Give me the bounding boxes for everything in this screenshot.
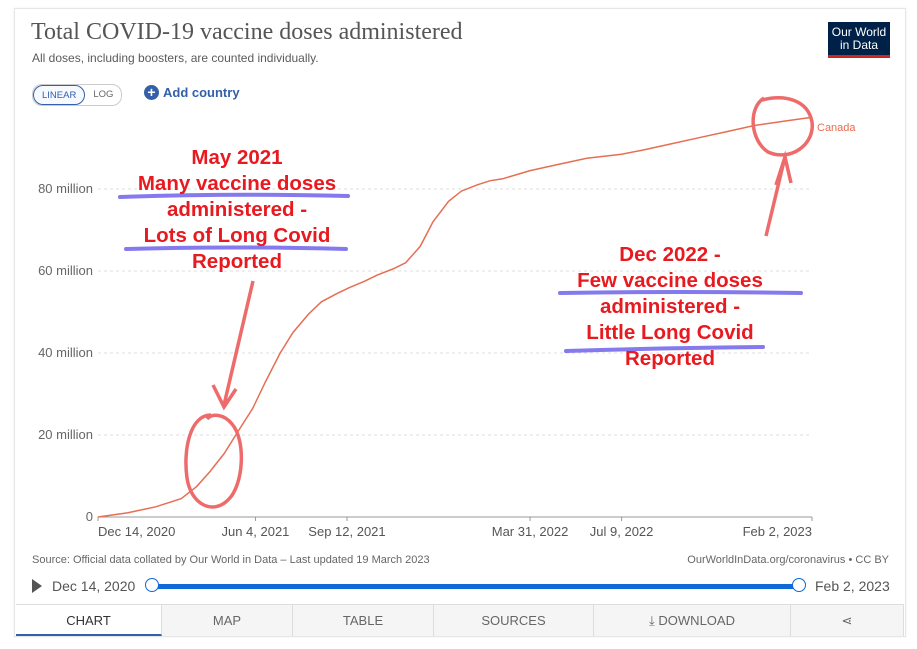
annotation-dec-2022: Dec 2022 - Few vaccine doses administered … [545,242,795,372]
annotation-line: Little Long Covid [586,321,754,344]
annotation-line: Dec 2022 - [619,243,721,266]
x-tick-label: Jul 9, 2022 [590,524,654,539]
logo-line-1: Our World [831,25,887,39]
source-note: Source: Official data collated by Our Wo… [32,554,430,566]
chart-frame [14,8,906,637]
y-tick-label: 0 [86,509,93,524]
log-scale-button[interactable]: LOG [93,89,114,100]
y-tick-label: 40 million [38,345,93,360]
annotation-line: Few vaccine doses [577,269,763,292]
timeline-end-label: Feb 2, 2023 [815,578,890,594]
x-tick-label: Feb 2, 2023 [743,524,812,539]
chart-title: Total COVID-19 vaccine doses administere… [31,19,463,45]
x-axis-ticks: Dec 14, 2020 Jun 4, 2021 Sep 12, 2021 Mar 3… [97,517,813,539]
annotation-line: administered - [599,295,741,318]
x-tick-label: Sep 12, 2021 [308,524,385,539]
annotation-line: Reported [192,250,282,273]
timeline: Dec 14, 2020 Feb 2, 2023 [32,576,892,598]
plus-icon: + [144,85,159,100]
tab-bar: CHART MAP TABLE SOURCES ⤓ DOWNLOAD ⋖ [16,604,904,636]
share-icon: ⋖ [841,613,853,628]
y-axis-ticks: 0 20 million 40 million 60 million 80 millio… [38,181,93,524]
annotation-may-2021: May 2021 Many vaccine doses administered -… [112,145,362,275]
share-button[interactable]: ⋖ [791,605,904,636]
tab-download[interactable]: ⤓ DOWNLOAD [594,605,791,636]
arrow-left [211,280,255,411]
x-tick-label: Jun 4, 2021 [221,524,289,539]
x-tick-label: Dec 14, 2020 [98,524,175,539]
circle-left [184,413,243,509]
tab-map[interactable]: MAP [162,605,293,636]
circle-right [751,96,814,157]
owid-logo[interactable]: Our World in Data [828,22,890,58]
scale-toggle: LINEAR LOG [32,84,123,106]
annotation-line: administered - [166,198,308,221]
underline-right-2 [564,345,765,353]
tab-chart[interactable]: CHART [16,605,162,636]
add-country-button[interactable]: + Add country [144,85,240,100]
tab-table[interactable]: TABLE [293,605,434,636]
timeline-end-handle[interactable] [792,578,806,592]
annotation-line: Lots of Long Covid [143,224,331,247]
y-tick-label: 80 million [38,181,93,196]
download-icon: ⤓ [649,613,655,628]
timeline-start-handle[interactable] [145,578,159,592]
license-link[interactable]: OurWorldInData.org/coronavirus • CC BY [687,554,889,566]
annotation-line: Many vaccine doses [137,172,337,195]
underline-left-2 [124,245,348,251]
add-country-label: Add country [163,85,240,100]
timeline-start-label: Dec 14, 2020 [52,578,136,594]
annotation-line: Reported [625,347,715,370]
linear-scale-button[interactable]: LINEAR [33,85,86,105]
arrow-right [764,150,793,237]
underline-right-1 [558,290,803,295]
chart-subtitle: All doses, including boosters, are count… [32,51,319,65]
y-tick-label: 20 million [38,427,93,442]
series-line-canada [97,116,813,518]
tab-download-label: DOWNLOAD [658,613,735,628]
y-tick-label: 60 million [38,263,93,278]
logo-line-2: in Data [839,38,879,52]
annotation-line: May 2021 [191,146,283,169]
timeline-track[interactable] [152,584,799,589]
x-tick-label: Mar 31, 2022 [492,524,569,539]
underline-left-1 [118,192,350,199]
handwritten-annotations [118,96,814,509]
gridlines [98,188,812,436]
tab-sources[interactable]: SOURCES [434,605,594,636]
play-icon[interactable] [32,579,42,593]
series-label-canada: Canada [817,122,856,134]
